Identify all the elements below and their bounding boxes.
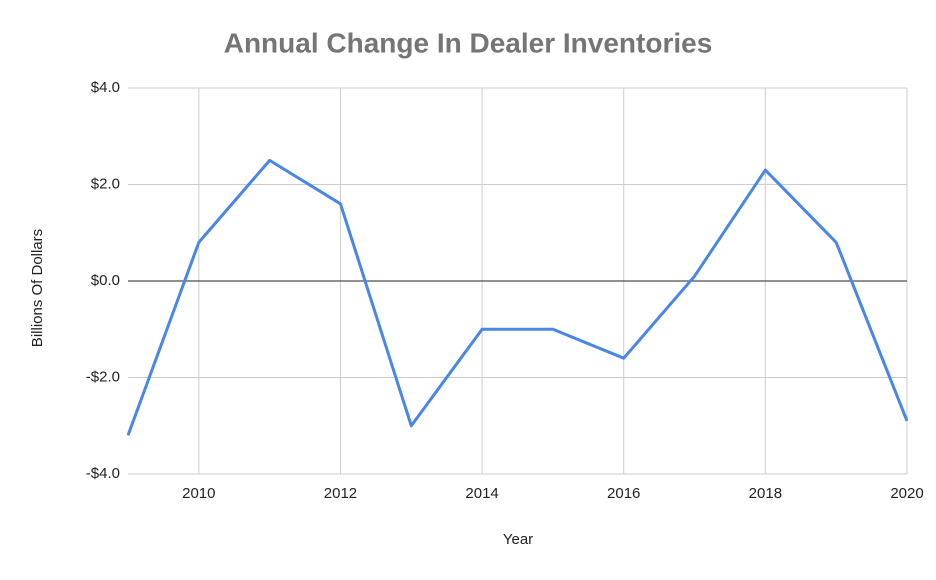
x-tick-label: 2012	[324, 485, 357, 502]
y-tick-label: $0.0	[91, 272, 120, 289]
x-tick-label: 2010	[182, 485, 215, 502]
y-tick-label: -$2.0	[86, 368, 120, 385]
y-tick-label: $4.0	[91, 79, 120, 96]
y-axis-label: Billions Of Dollars	[29, 229, 46, 347]
data-line	[126, 158, 909, 436]
x-tick-label: 2018	[749, 485, 782, 502]
chart-title: Annual Change In Dealer Inventories	[224, 27, 713, 58]
x-axis-label: Year	[503, 531, 533, 548]
y-tick-label: $2.0	[91, 175, 120, 192]
x-tick-label: 2014	[465, 485, 498, 502]
x-tick-label: 2020	[890, 485, 923, 502]
y-tick-label: -$4.0	[86, 465, 120, 482]
x-tick-label: 2016	[607, 485, 640, 502]
